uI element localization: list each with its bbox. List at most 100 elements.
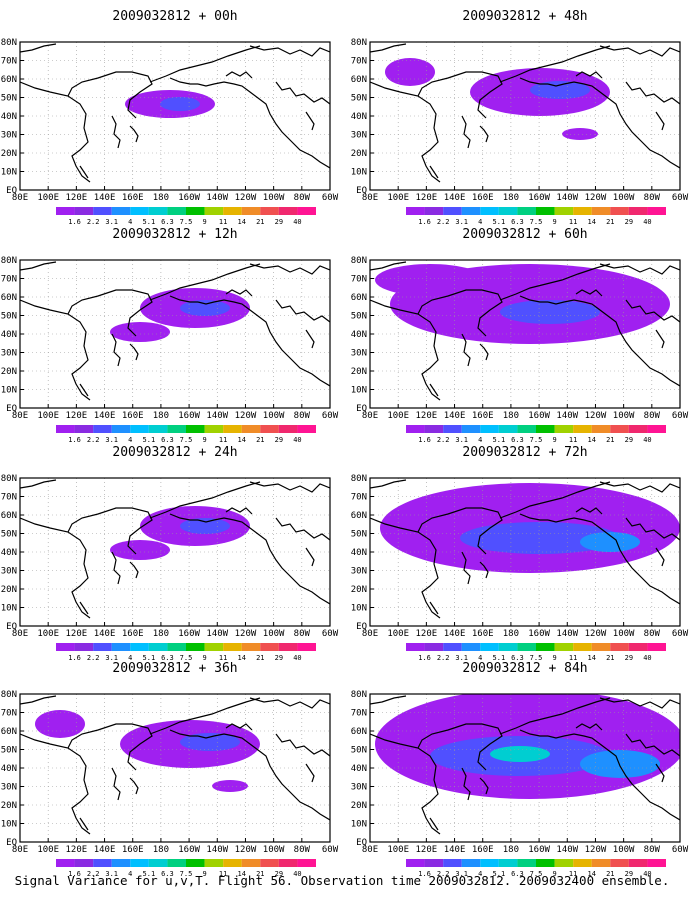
colorbar-swatch bbox=[148, 859, 168, 867]
colorbar-swatch bbox=[554, 643, 574, 651]
lat-tick-label: 30N bbox=[1, 783, 17, 793]
colorbar-label: 3.1 bbox=[105, 654, 118, 662]
colorbar-label: 21 bbox=[606, 218, 614, 226]
colorbar-label: 9 bbox=[552, 436, 556, 444]
colorbar-swatch bbox=[461, 207, 481, 215]
lat-tick-label: 80N bbox=[351, 256, 367, 266]
colorbar-label: 14 bbox=[237, 218, 245, 226]
lon-tick-label: 140W bbox=[556, 411, 578, 421]
colorbar-swatch bbox=[204, 643, 224, 651]
coastline bbox=[599, 697, 680, 709]
lon-tick-label: 140E bbox=[444, 629, 466, 639]
lon-tick-label: 180 bbox=[153, 411, 169, 421]
lat-tick-label: 30N bbox=[351, 567, 367, 577]
lon-tick-label: 60W bbox=[322, 629, 339, 639]
colorbar-swatch bbox=[56, 425, 75, 433]
colorbar-label: 14 bbox=[587, 436, 595, 444]
lon-tick-label: 80E bbox=[362, 845, 378, 855]
coastline bbox=[20, 43, 57, 53]
coastline bbox=[225, 289, 253, 297]
coastline bbox=[519, 295, 548, 303]
colorbar-label: 3.1 bbox=[455, 654, 468, 662]
colorbar-label: 5.1 bbox=[143, 436, 156, 444]
lon-tick-label: 60W bbox=[672, 193, 689, 203]
lon-tick-label: 120W bbox=[235, 411, 257, 421]
lon-tick-label: 100W bbox=[613, 411, 635, 421]
colorbar-label: 6.3 bbox=[161, 654, 174, 662]
colorbar-swatch bbox=[111, 207, 131, 215]
colorbar-swatch bbox=[93, 859, 112, 867]
lon-tick-label: 100E bbox=[37, 193, 59, 203]
variance-region bbox=[500, 300, 600, 324]
colorbar-label: 9 bbox=[552, 218, 556, 226]
lon-tick-label: 60W bbox=[672, 845, 689, 855]
colorbar-label: 40 bbox=[643, 654, 651, 662]
coastline bbox=[575, 289, 603, 297]
coastline bbox=[417, 507, 503, 555]
lon-tick-label: 80W bbox=[644, 193, 661, 203]
coastline bbox=[599, 45, 680, 57]
colorbar-label: 5.1 bbox=[143, 654, 156, 662]
lon-tick-label: 140W bbox=[556, 629, 578, 639]
lon-tick-label: 100W bbox=[263, 629, 285, 639]
colorbar-swatch bbox=[628, 207, 648, 215]
coastline bbox=[275, 733, 330, 757]
variance-region bbox=[180, 300, 230, 316]
panel-title: 2009032812 + 24h bbox=[112, 445, 237, 460]
colorbar-swatch bbox=[554, 207, 574, 215]
panel-title: 2009032812 + 00h bbox=[112, 9, 237, 24]
colorbar-swatch bbox=[573, 425, 592, 433]
colorbar-swatch bbox=[480, 207, 499, 215]
coastline bbox=[305, 329, 315, 349]
map-panel: 2009032812 + 84h 80N 70N 60N 50N 40N 30N 20N 10N… bbox=[351, 661, 689, 878]
lon-tick-label: 160E bbox=[122, 629, 144, 639]
colorbar-swatch bbox=[591, 425, 611, 433]
lon-tick-label: 80E bbox=[12, 629, 28, 639]
colorbar-swatch bbox=[406, 859, 425, 867]
colorbar-swatch bbox=[260, 643, 279, 651]
lat-tick-label: 30N bbox=[1, 567, 17, 577]
coastline bbox=[20, 517, 91, 619]
lon-tick-label: 80W bbox=[294, 629, 311, 639]
lat-tick-label: 70N bbox=[351, 709, 367, 719]
colorbar-label: 7.5 bbox=[530, 436, 543, 444]
colorbar-label: 5.1 bbox=[493, 218, 506, 226]
colorbar-label: 2.2 bbox=[437, 654, 450, 662]
colorbar-label: 14 bbox=[237, 870, 245, 878]
lon-tick-label: 80W bbox=[294, 193, 311, 203]
colorbar-swatch bbox=[167, 643, 186, 651]
coastline bbox=[417, 71, 503, 119]
colorbar-label: 29 bbox=[275, 436, 283, 444]
colorbar-label: 6.3 bbox=[161, 870, 174, 878]
lon-tick-label: 160E bbox=[472, 629, 494, 639]
coastline bbox=[599, 481, 680, 493]
colorbar-label: 40 bbox=[293, 436, 301, 444]
coastline bbox=[129, 561, 139, 579]
coastline bbox=[67, 289, 153, 337]
colorbar-label: 5.1 bbox=[493, 654, 506, 662]
coastline bbox=[479, 125, 489, 143]
colorbar-swatch bbox=[517, 643, 536, 651]
lon-tick-label: 60W bbox=[322, 193, 339, 203]
coastline bbox=[275, 81, 330, 105]
lon-tick-label: 140W bbox=[206, 629, 228, 639]
lat-tick-label: 50N bbox=[1, 530, 17, 540]
lat-tick-label: 60N bbox=[1, 75, 17, 85]
coastline bbox=[370, 695, 407, 705]
colorbar-swatch bbox=[56, 859, 75, 867]
colorbar-swatch bbox=[74, 643, 94, 651]
lat-tick-label: 80N bbox=[1, 690, 17, 700]
variance-region bbox=[110, 540, 170, 560]
lon-tick-label: 80E bbox=[12, 193, 28, 203]
lat-tick-label: 40N bbox=[351, 330, 367, 340]
colorbar-label: 21 bbox=[606, 870, 614, 878]
coastline bbox=[655, 329, 665, 349]
lon-tick-label: 140E bbox=[94, 411, 116, 421]
colorbar-label: 11 bbox=[569, 870, 577, 878]
coastline bbox=[111, 551, 121, 585]
coastline bbox=[655, 547, 665, 567]
colorbar-swatch bbox=[443, 425, 462, 433]
colorbar-swatch bbox=[591, 643, 611, 651]
colorbar-label: 2.2 bbox=[87, 436, 100, 444]
lat-tick-label: 70N bbox=[351, 493, 367, 503]
